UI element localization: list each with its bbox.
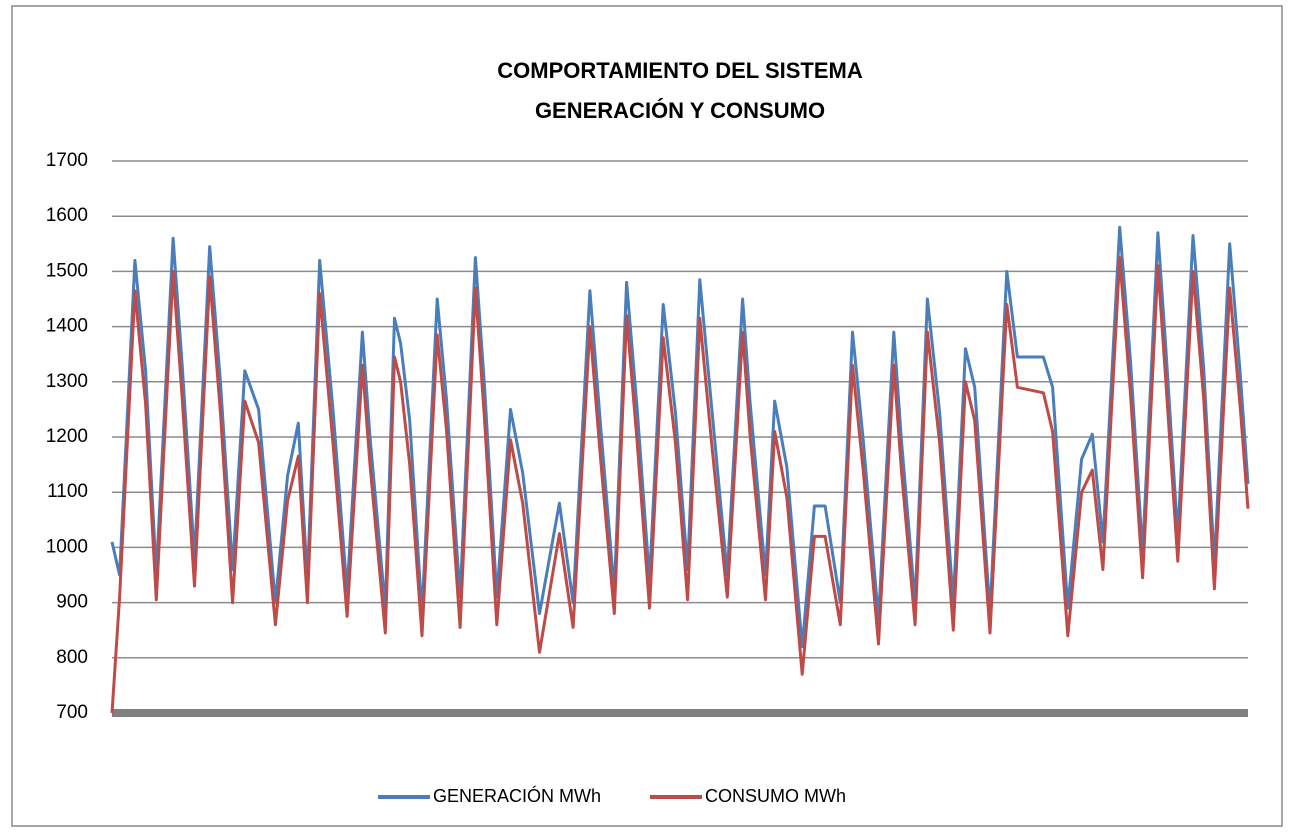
- y-tick-label: 700: [56, 702, 88, 723]
- y-tick-label: 1700: [46, 150, 88, 171]
- y-tick-label: 800: [56, 647, 88, 668]
- chart-title: GENERACIÓN Y CONSUMO: [535, 98, 825, 123]
- y-tick-label: 1400: [46, 316, 88, 337]
- y-tick-label: 1300: [46, 371, 88, 392]
- chart-title: COMPORTAMIENTO DEL SISTEMA: [497, 58, 863, 83]
- y-tick-label: 1000: [46, 536, 88, 557]
- legend-label: GENERACIÓN MWh: [433, 785, 601, 806]
- series-line: [110, 256, 1250, 714]
- y-tick-label: 900: [56, 592, 88, 613]
- legend-label: CONSUMO MWh: [705, 786, 846, 806]
- y-tick-label: 1100: [47, 481, 88, 502]
- y-tick-label: 1600: [46, 205, 88, 226]
- y-tick-label: 1500: [46, 260, 88, 281]
- series-line: [110, 225, 1250, 649]
- y-tick-label: 1200: [46, 426, 88, 447]
